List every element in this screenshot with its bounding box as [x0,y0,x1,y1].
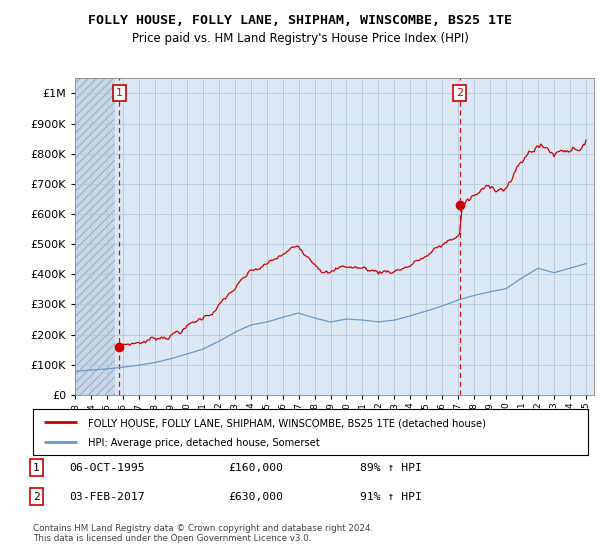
Text: 2: 2 [456,88,463,98]
Text: Contains HM Land Registry data © Crown copyright and database right 2024.
This d: Contains HM Land Registry data © Crown c… [33,524,373,543]
Text: 1: 1 [33,463,40,473]
Text: 89% ↑ HPI: 89% ↑ HPI [360,463,422,473]
Text: HPI: Average price, detached house, Somerset: HPI: Average price, detached house, Some… [89,438,320,448]
Text: 03-FEB-2017: 03-FEB-2017 [69,492,145,502]
Text: FOLLY HOUSE, FOLLY LANE, SHIPHAM, WINSCOMBE, BS25 1TE (detached house): FOLLY HOUSE, FOLLY LANE, SHIPHAM, WINSCO… [89,418,487,428]
Bar [75,78,115,395]
Text: 2: 2 [33,492,40,502]
Text: FOLLY HOUSE, FOLLY LANE, SHIPHAM, WINSCOMBE, BS25 1TE: FOLLY HOUSE, FOLLY LANE, SHIPHAM, WINSCO… [88,14,512,27]
Text: 1: 1 [116,88,123,98]
Text: Price paid vs. HM Land Registry's House Price Index (HPI): Price paid vs. HM Land Registry's House … [131,32,469,45]
Text: £160,000: £160,000 [228,463,283,473]
Text: 06-OCT-1995: 06-OCT-1995 [69,463,145,473]
Text: 91% ↑ HPI: 91% ↑ HPI [360,492,422,502]
Text: £630,000: £630,000 [228,492,283,502]
